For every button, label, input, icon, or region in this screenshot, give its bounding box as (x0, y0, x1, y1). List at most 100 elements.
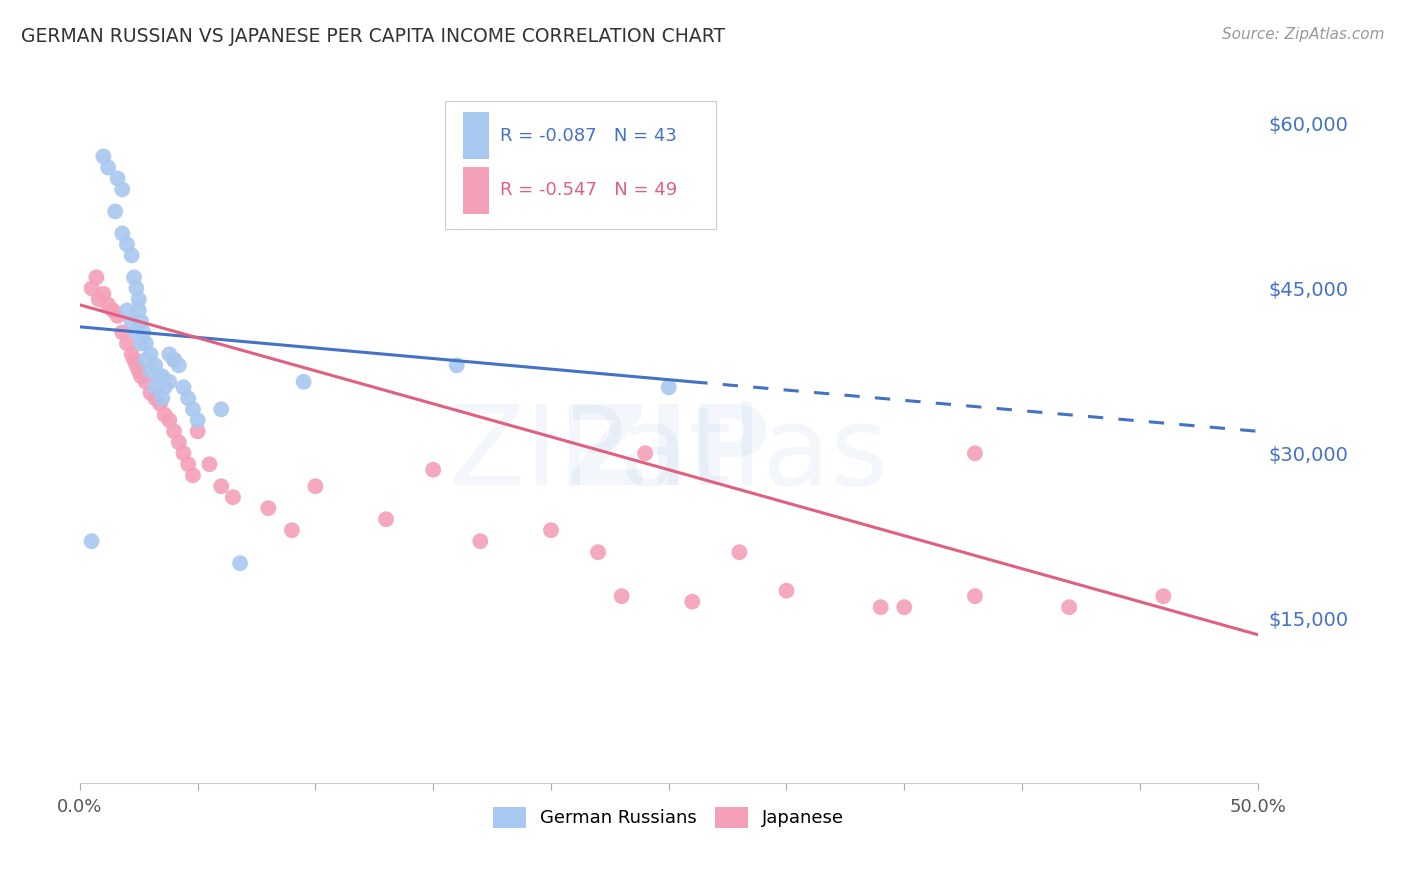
Point (93, 286, 115, 301)
Point (149, 369, 172, 384)
Point (167, 359, 190, 373)
Point (177, 392, 200, 406)
Point (963, 446, 986, 460)
Point (139, 385, 162, 400)
Point (125, 359, 148, 373)
Point (658, 380, 681, 394)
Point (129, 369, 152, 384)
Point (135, 352, 157, 367)
Point (93, 149, 115, 163)
Point (198, 457, 221, 471)
Point (143, 392, 166, 406)
Point (101, 303, 124, 318)
Point (111, 227, 134, 241)
Point (87, 293, 110, 307)
Point (115, 237, 138, 252)
Point (139, 364, 162, 378)
Text: ZIP: ZIP (567, 401, 770, 508)
Point (104, 204, 127, 219)
Point (167, 435, 190, 450)
Point (681, 595, 703, 609)
Y-axis label: Per Capita Income: Per Capita Income (0, 350, 8, 501)
Point (422, 463, 444, 477)
Point (132, 326, 155, 340)
Point (149, 397, 172, 411)
Point (135, 375, 157, 389)
Text: R = -0.547   N = 49: R = -0.547 N = 49 (501, 181, 678, 199)
Bar (463, 112, 488, 159)
Point (177, 457, 200, 471)
Point (153, 408, 176, 422)
Point (181, 468, 204, 483)
Point (122, 270, 145, 285)
Point (107, 309, 129, 323)
Point (893, 600, 915, 615)
Point (86, 270, 108, 285)
Point (143, 359, 166, 373)
Point (775, 583, 797, 598)
Point (121, 347, 143, 361)
Point (173, 446, 195, 460)
Point (257, 501, 280, 516)
Point (163, 352, 186, 367)
Legend: German Russians, Japanese: German Russians, Japanese (486, 799, 851, 835)
Point (150, 369, 173, 384)
Point (181, 402, 204, 417)
Point (143, 380, 166, 394)
Point (1057, 600, 1080, 615)
FancyBboxPatch shape (444, 101, 716, 229)
Point (470, 534, 492, 549)
Point (157, 375, 180, 389)
Point (869, 600, 891, 615)
Point (80, 534, 103, 549)
Point (139, 347, 162, 361)
Point (115, 303, 138, 318)
Point (97, 298, 120, 312)
Point (163, 424, 186, 438)
Point (222, 490, 245, 504)
Point (128, 364, 150, 378)
Point (115, 336, 138, 351)
Point (173, 380, 195, 394)
Point (153, 380, 176, 394)
Point (1152, 589, 1174, 603)
Point (128, 293, 150, 307)
Point (128, 303, 150, 318)
Point (121, 314, 143, 328)
Point (121, 248, 143, 262)
Point (187, 424, 209, 438)
Point (111, 182, 134, 196)
Point (97, 161, 120, 175)
Point (586, 545, 609, 559)
Point (135, 336, 157, 351)
Point (187, 413, 209, 427)
Point (80, 281, 103, 295)
Point (111, 326, 134, 340)
Point (292, 375, 315, 389)
Bar (463, 167, 488, 213)
Point (375, 512, 398, 526)
Point (610, 589, 633, 603)
Point (157, 347, 180, 361)
Point (963, 589, 986, 603)
Point (209, 402, 232, 417)
Point (163, 352, 186, 367)
Point (157, 413, 180, 427)
Point (129, 336, 152, 351)
Point (229, 556, 252, 570)
Point (304, 479, 326, 493)
Point (634, 446, 657, 460)
Text: R = -0.087   N = 43: R = -0.087 N = 43 (501, 127, 678, 145)
Point (446, 359, 468, 373)
Point (209, 479, 232, 493)
Text: GERMAN RUSSIAN VS JAPANESE PER CAPITA INCOME CORRELATION CHART: GERMAN RUSSIAN VS JAPANESE PER CAPITA IN… (21, 27, 725, 45)
Point (540, 523, 562, 537)
Point (728, 545, 751, 559)
Point (107, 171, 129, 186)
Point (129, 314, 152, 328)
Point (125, 326, 148, 340)
Text: Source: ZipAtlas.com: Source: ZipAtlas.com (1222, 27, 1385, 42)
Point (122, 352, 145, 367)
Point (281, 523, 304, 537)
Point (125, 281, 148, 295)
